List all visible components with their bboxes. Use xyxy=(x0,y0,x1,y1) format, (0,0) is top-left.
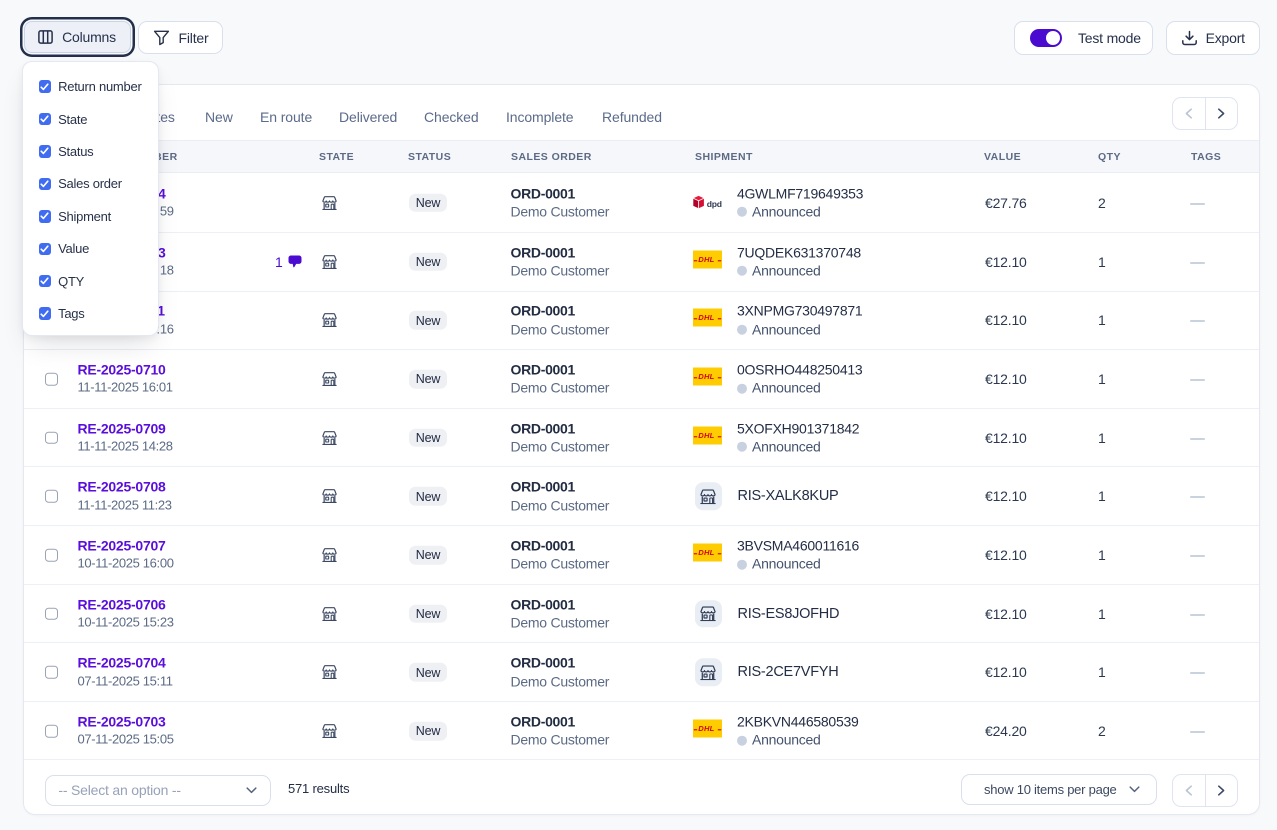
svg-text:DHL: DHL xyxy=(698,314,714,323)
svg-text:DHL: DHL xyxy=(698,255,714,264)
svg-text:DHL: DHL xyxy=(698,372,714,381)
svg-text:DHL: DHL xyxy=(698,724,714,733)
svg-text:dpd: dpd xyxy=(706,199,721,209)
svg-text:DHL: DHL xyxy=(698,431,714,440)
svg-text:DHL: DHL xyxy=(698,548,714,557)
